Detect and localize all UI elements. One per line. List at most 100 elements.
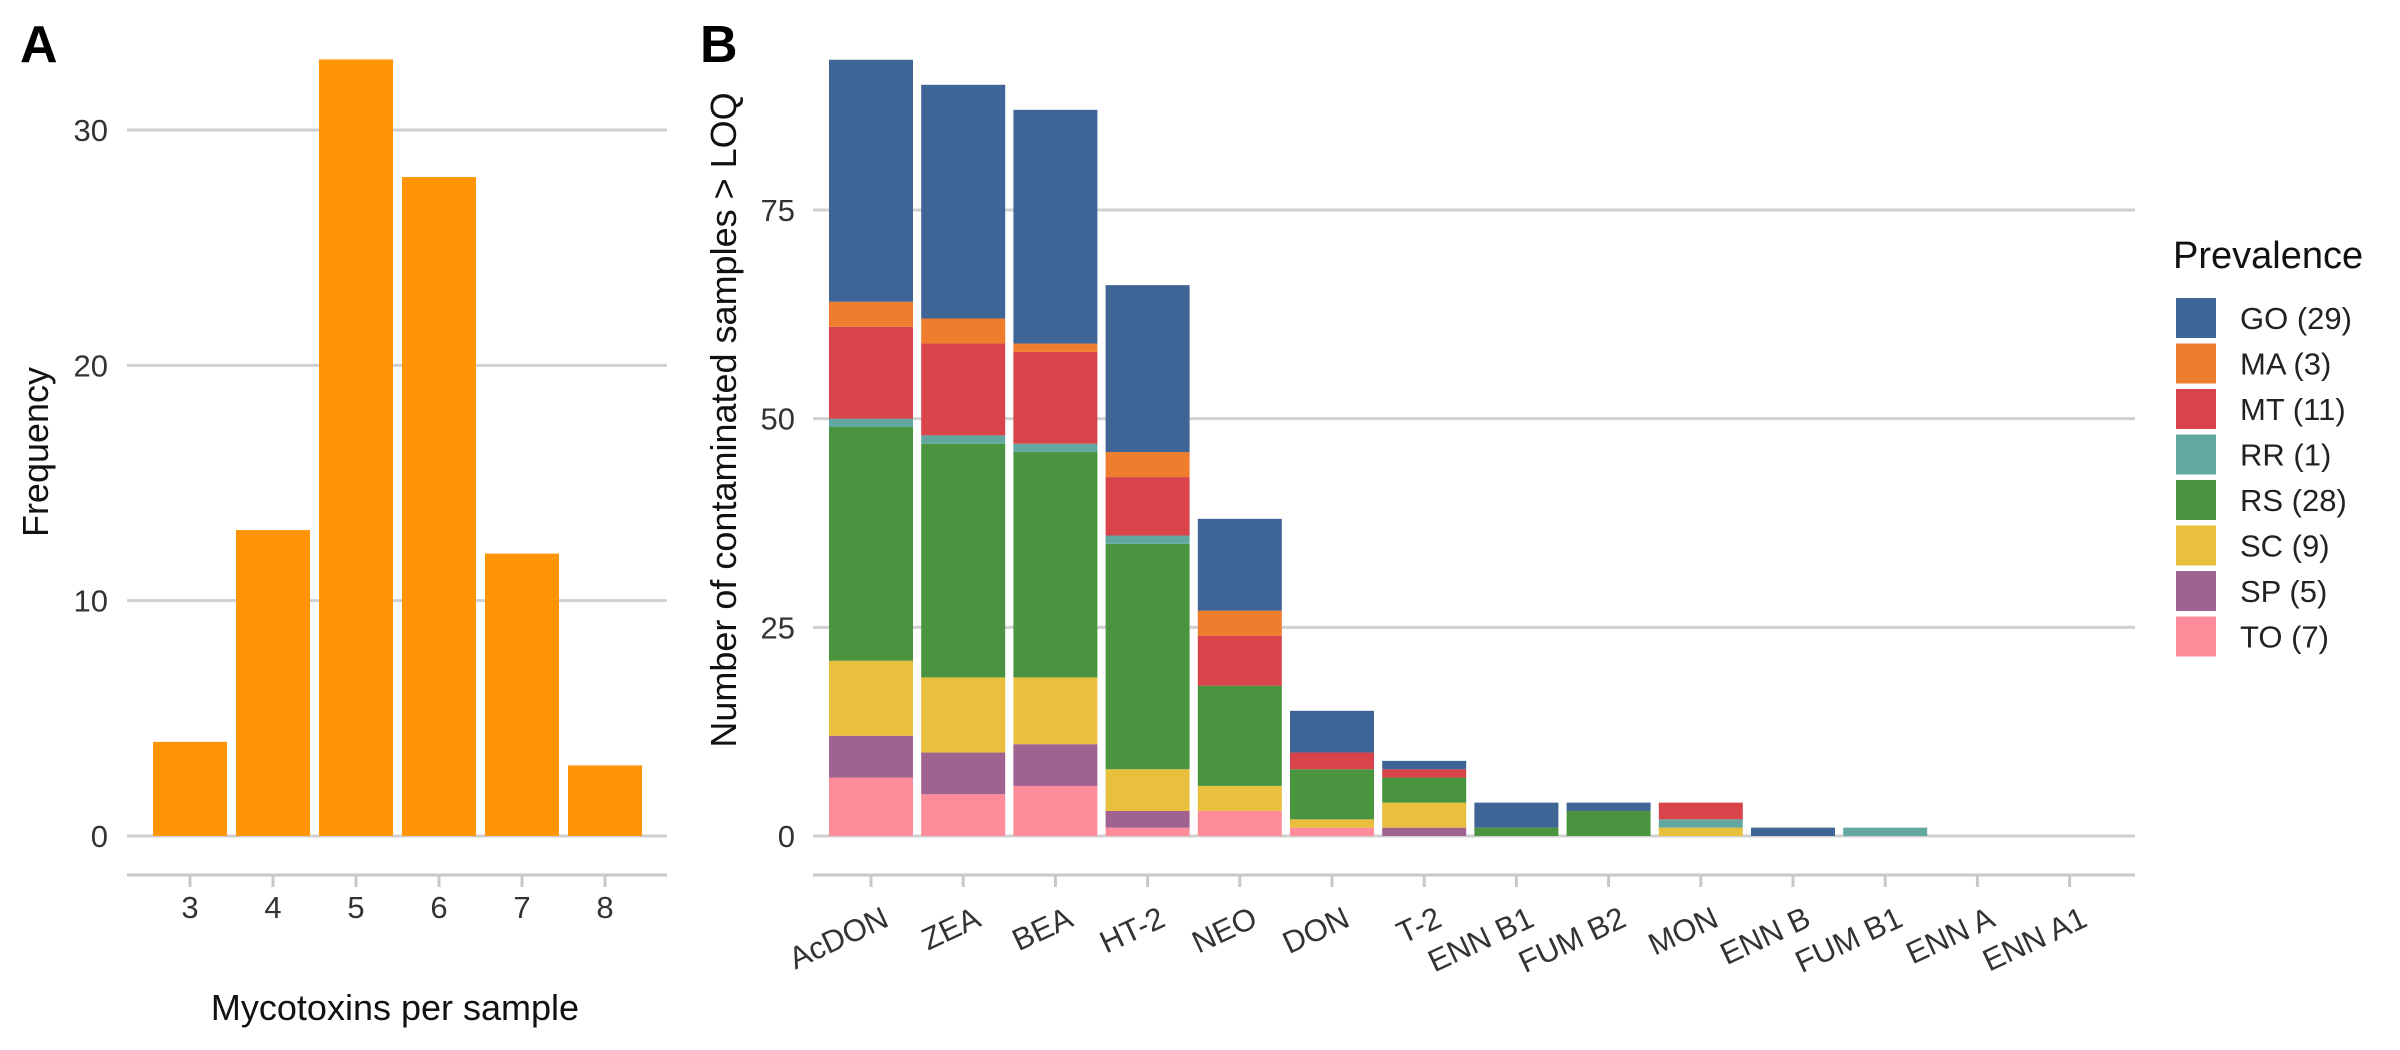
legend-title: Prevalence xyxy=(2173,235,2363,277)
panel-b-bar-bea-rr xyxy=(1013,443,1098,453)
legend: Prevalence GO (29) MA (3) MT (11) RR (1) RS … xyxy=(2173,235,2363,657)
panel-b-bar-t-2-rs xyxy=(1382,777,1467,803)
panel-a-y-ticks: 0 10 20 30 xyxy=(74,113,108,854)
panel-b-bar-acdon-mt xyxy=(829,326,913,419)
panel-b-bar-don-sc xyxy=(1290,819,1374,828)
panel-b-bar-ht-2-sp xyxy=(1105,810,1190,828)
panel-b-bar-ht-2-rr xyxy=(1105,535,1190,544)
panel-b-bar-don-rs xyxy=(1290,769,1374,820)
panel-b-bar-ht-2-to xyxy=(1105,827,1190,836)
panel-b-bar-ht-2-mt xyxy=(1105,477,1190,536)
panel-b-bar-zea-go xyxy=(921,84,1006,319)
panel-b-y-tick-label-25: 25 xyxy=(761,610,795,645)
panel-b-bar-neo-ma xyxy=(1197,610,1282,636)
panel-b-bar-mon-mt xyxy=(1658,802,1743,820)
legend-label-go: GO (29) xyxy=(2240,301,2352,336)
panel-a-gridlines xyxy=(127,128,667,838)
legend-label-sc: SC (9) xyxy=(2240,529,2330,564)
panel-b-bar-enn-b-go xyxy=(1751,827,1835,836)
panel-b-bar-fum-b2-rs xyxy=(1566,810,1651,836)
panel-b-bar-neo-sc xyxy=(1197,785,1282,811)
panel-a-letter: A xyxy=(20,16,58,74)
panel-a-x-ticks: 3 4 5 6 7 8 xyxy=(181,875,614,925)
panel-b-bar-bea-go xyxy=(1013,109,1098,344)
panel-b-bar-neo-mt xyxy=(1197,635,1282,686)
panel-a-bar-3 xyxy=(153,741,227,836)
panel-b-bar-ht-2-go xyxy=(1105,285,1190,453)
panel-a-x-tick-label-5: 5 xyxy=(347,890,364,925)
legend-label-mt: MT (11) xyxy=(2240,392,2346,427)
panel-b-bar-don-to xyxy=(1290,827,1374,836)
panel-b-bar-neo-rs xyxy=(1197,685,1282,786)
legend-label-ma: MA (3) xyxy=(2240,347,2331,382)
panel-b-bar-t-2-sc xyxy=(1382,802,1467,828)
panel-b-y-axis-title: Number of contaminated samples > LOQ xyxy=(703,92,744,747)
panel-b-x-tick-label-enn-a1: ENN A1 xyxy=(1977,900,2092,978)
panel-a-bar-8 xyxy=(568,765,642,836)
panel-b-bar-zea-rs xyxy=(921,443,1006,678)
panel-b-bar-bea-sc xyxy=(1013,677,1098,745)
panel-b-bars xyxy=(829,59,1928,836)
panel-b-x-tick-label-acdon: AcDON xyxy=(783,900,893,976)
legend-swatch-ma xyxy=(2176,343,2216,384)
panel-b-x-tick-label-fum-b1: FUM B1 xyxy=(1790,900,1908,980)
legend-swatch-rr xyxy=(2176,434,2216,475)
panel-b-bar-zea-to xyxy=(921,794,1006,836)
panel-b-bar-zea-mt xyxy=(921,343,1006,436)
legend-swatch-mt xyxy=(2176,389,2216,429)
panel-b-bar-t-2-sp xyxy=(1382,827,1467,836)
panel-b-bar-acdon-sc xyxy=(829,660,913,736)
panel-b-bar-ht-2-rs xyxy=(1105,543,1190,770)
panel-b-bar-zea-sp xyxy=(921,752,1006,795)
panel-a-bar-7 xyxy=(485,553,559,836)
legend-swatch-sc xyxy=(2176,525,2216,566)
panel-a-y-axis-title: Frequency xyxy=(15,367,56,537)
panel-a-bar-4 xyxy=(236,530,310,836)
panel-b-bar-don-mt xyxy=(1290,752,1374,770)
panel-b-bar-bea-ma xyxy=(1013,343,1098,352)
panel-b-bar-don-go xyxy=(1290,710,1374,753)
panel-a: A 3 4 5 6 7 8 0 10 20 30 Mycotoxins per sample F… xyxy=(15,16,667,1028)
panel-b-gridlines xyxy=(813,208,2135,838)
panel-b-x-tick-label-ht-2: HT-2 xyxy=(1094,900,1170,960)
legend-swatch-rs xyxy=(2176,480,2216,520)
legend-label-sp: SP (5) xyxy=(2240,574,2327,609)
panel-a-x-tick-label-8: 8 xyxy=(596,890,613,925)
panel-b-bar-bea-rs xyxy=(1013,452,1098,678)
panel-b-bar-enn-b1-go xyxy=(1474,802,1559,828)
panel-b-bar-mon-sc xyxy=(1658,827,1743,836)
panel-b-bar-fum-b2-go xyxy=(1566,802,1651,811)
legend-label-rr: RR (1) xyxy=(2240,438,2331,473)
panel-b-x-tick-label-don: DON xyxy=(1277,900,1354,961)
panel-b-x-tick-label-fum-b2: FUM B2 xyxy=(1513,900,1631,980)
panel-b-bar-zea-rr xyxy=(921,435,1006,444)
panel-a-bar-6 xyxy=(402,177,476,837)
panel-a-x-tick-label-3: 3 xyxy=(181,890,198,925)
panel-b-bar-mon-rr xyxy=(1658,819,1743,828)
panel-b-x-tick-label-bea: BEA xyxy=(1007,900,1078,958)
panel-b-bar-zea-sc xyxy=(921,677,1006,753)
panel-b-bar-neo-go xyxy=(1197,518,1282,611)
panel-b-y-tick-label-75: 75 xyxy=(761,193,795,228)
panel-b-bar-ht-2-sc xyxy=(1105,769,1190,811)
legend-label-to: TO (7) xyxy=(2240,620,2329,655)
panel-a-x-axis-title: Mycotoxins per sample xyxy=(211,987,579,1028)
legend-items: GO (29) MA (3) MT (11) RR (1) RS (28) SC (9) S… xyxy=(2176,298,2352,657)
legend-label-rs: RS (28) xyxy=(2240,483,2347,518)
legend-swatch-to xyxy=(2176,616,2216,657)
panel-b-bar-acdon-sp xyxy=(829,735,913,778)
panel-b-x-tick-label-mon: MON xyxy=(1643,900,1723,962)
panel-b-bar-t-2-mt xyxy=(1382,769,1467,778)
panel-b-y-ticks: 0 25 50 75 xyxy=(761,193,795,854)
legend-swatch-sp xyxy=(2176,571,2216,611)
panel-b-bar-zea-ma xyxy=(921,318,1006,344)
panel-b-y-tick-label-50: 50 xyxy=(761,402,795,437)
legend-swatch-go xyxy=(2176,298,2216,338)
panel-a-y-tick-label-30: 30 xyxy=(74,113,108,148)
panel-b-bar-acdon-rs xyxy=(829,427,913,661)
panel-b-bar-neo-to xyxy=(1197,810,1282,836)
panel-b-bar-enn-b1-rs xyxy=(1474,827,1559,836)
panel-a-x-tick-label-4: 4 xyxy=(264,890,281,925)
